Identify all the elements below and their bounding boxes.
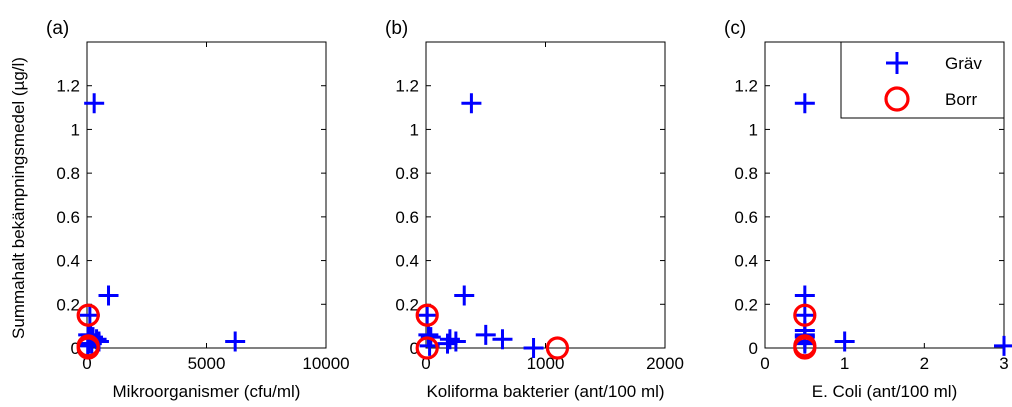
panel-label: (a): [46, 18, 69, 39]
legend: Gräv Borr: [840, 41, 1005, 119]
y-tick-label: 0.4: [395, 252, 419, 271]
x-axis-label: Mikroorganismer (cfu/ml): [113, 382, 301, 401]
legend-box: [840, 41, 1005, 119]
x-tick-label: 5000: [188, 354, 226, 373]
plot-area-frame: [86, 41, 327, 349]
data-point: [475, 324, 496, 345]
plot-area-frame: [425, 41, 666, 349]
y-tick-label: 0: [410, 339, 419, 358]
y-tick-label: 1.2: [395, 77, 419, 96]
x-tick-label: 3: [999, 354, 1008, 373]
y-tick-label: 1: [410, 120, 419, 139]
y-tick-label: 0.6: [734, 208, 758, 227]
x-tick-label: 2: [920, 354, 929, 373]
panel-a: 0 0.2 0.4 0.6 0.8 1 1.2 0 5000 10000Mikroorganism…: [46, 18, 350, 401]
data-point: [545, 336, 570, 360]
legend-label: Gräv: [945, 54, 982, 73]
legend-marker-circle: [884, 86, 910, 112]
data-point: [415, 303, 439, 327]
series-Gräv: [794, 93, 1012, 356]
legend-marker-plus: [886, 52, 908, 74]
y-axis-label: Summahalt bekämpningsmedel (µg/l): [9, 57, 28, 339]
y-tick-label: 0.8: [734, 164, 758, 183]
y-tick-label: 0.2: [734, 295, 758, 314]
data-point: [492, 329, 513, 350]
data-point: [415, 336, 439, 360]
data-point: [445, 331, 466, 352]
data-point: [84, 93, 105, 114]
y-tick-label: 1: [71, 120, 80, 139]
y-tick-label: 0.8: [56, 164, 80, 183]
y-tick-label: 0.2: [56, 295, 80, 314]
data-point: [793, 303, 817, 327]
x-axis-label: Koliforma bakterier (ant/100 ml): [426, 382, 664, 401]
panels: 00.20.40.60.811.20 5000 10000Mikroorganism…: [46, 18, 1012, 401]
data-point: [76, 336, 100, 360]
x-axis-label: E. Coli (ant/100 ml): [812, 382, 958, 401]
y-tick-label: 0.8: [395, 164, 419, 183]
y-tick-label: 0: [749, 339, 758, 358]
data-point: [461, 93, 482, 114]
data-point: [225, 331, 246, 352]
y-tick-label: 1.2: [734, 77, 758, 96]
x-tick-label: 10000: [302, 354, 349, 373]
panel-label: (b): [385, 18, 408, 39]
data-point: [76, 303, 100, 327]
data-point: [98, 285, 119, 306]
y-tick-label: 0.4: [734, 252, 758, 271]
x-tick-label: 0: [421, 354, 430, 373]
series-Gräv: [417, 93, 544, 358]
x-tick-label: 1: [840, 354, 849, 373]
data-point: [417, 305, 438, 326]
y-tick-label: 0.6: [395, 208, 419, 227]
data-point: [523, 338, 544, 358]
data-point: [454, 285, 475, 306]
series-Borr: [76, 303, 100, 360]
series-Borr: [415, 303, 570, 360]
data-point: [794, 93, 815, 114]
x-tick-label: 0: [82, 354, 91, 373]
data-point: [79, 305, 100, 326]
data-point: [994, 335, 1012, 356]
data-point: [437, 333, 458, 354]
y-tick-label: 0.2: [395, 295, 419, 314]
x-tick-label: 2000: [646, 354, 684, 373]
y-tick-label: 1: [749, 120, 758, 139]
y-tick-label: 1.2: [56, 77, 80, 96]
series-Gräv: [77, 93, 246, 356]
y-tick-label: 0.6: [56, 208, 80, 227]
y-tick-label: 0: [71, 339, 80, 358]
data-point: [834, 331, 855, 352]
x-tick-label: 0: [760, 354, 769, 373]
y-tick-label: 0.4: [56, 252, 80, 271]
series-Borr: [793, 303, 817, 360]
data-point: [793, 336, 817, 360]
panel-label: (c): [724, 18, 746, 39]
data-point: [794, 285, 815, 306]
legend-label: Borr: [945, 90, 977, 109]
